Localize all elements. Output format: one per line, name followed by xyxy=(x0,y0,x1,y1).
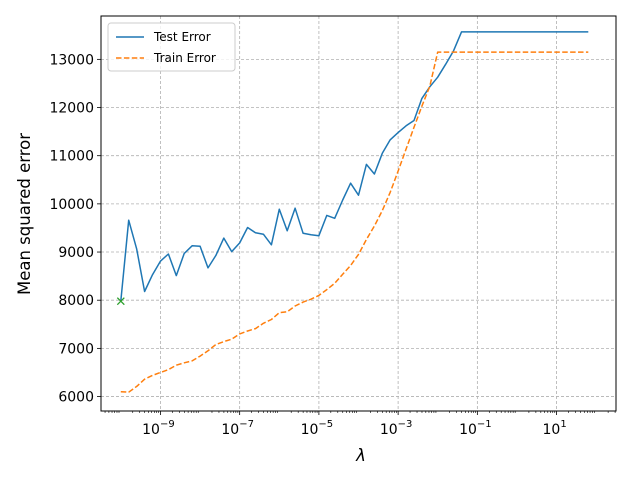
x-tick-exponent: −7 xyxy=(239,419,254,430)
x-tick-label: 10−5 xyxy=(301,419,334,438)
series-line-train-error xyxy=(120,51,589,393)
y-axis-ticks: 6000 7000 8000 9000 10000 11000 12000 13000 xyxy=(49,52,101,406)
x-tick-exponent: −3 xyxy=(398,419,413,430)
y-tick-label: 13000 xyxy=(49,52,94,68)
y-tick-label: 6000 xyxy=(58,390,94,406)
y-tick-label: 8000 xyxy=(58,293,94,309)
x-tick-label: 10−1 xyxy=(459,419,492,438)
x-tick-exponent: −5 xyxy=(318,419,333,430)
legend-label-test-error: Test Error xyxy=(153,30,211,44)
plot-area-background xyxy=(101,16,616,411)
y-tick-label: 9000 xyxy=(58,245,94,261)
y-tick-label: 12000 xyxy=(49,101,94,117)
legend: Test Error Train Error xyxy=(107,22,236,72)
x-tick-label: 10−7 xyxy=(221,419,254,438)
x-tick-label: 10−3 xyxy=(380,419,413,438)
legend-label-train-error: Train Error xyxy=(153,51,216,65)
x-tick-exponent: 1 xyxy=(560,419,566,430)
series-line-test-error xyxy=(120,31,589,302)
x-tick-label: 101 xyxy=(542,419,566,438)
x-axis-title: λ xyxy=(355,446,366,465)
y-axis-title: Mean squared error xyxy=(15,133,34,295)
y-tick-label: 10000 xyxy=(49,197,94,213)
y-tick-label: 11000 xyxy=(49,149,94,165)
marker-layer xyxy=(116,297,125,306)
x-axis-ticks: 10−9 10−7 10−5 10−3 10−1 101 xyxy=(104,411,616,438)
plot-frame xyxy=(100,15,617,412)
x-tick-exponent: −9 xyxy=(160,419,175,430)
x-tick-label: 10−9 xyxy=(142,419,175,438)
legend-frame xyxy=(107,22,236,72)
y-tick-label: 7000 xyxy=(58,341,94,357)
x-tick-exponent: −1 xyxy=(477,419,492,430)
series-layer xyxy=(120,31,589,393)
min-error-marker xyxy=(116,297,125,306)
